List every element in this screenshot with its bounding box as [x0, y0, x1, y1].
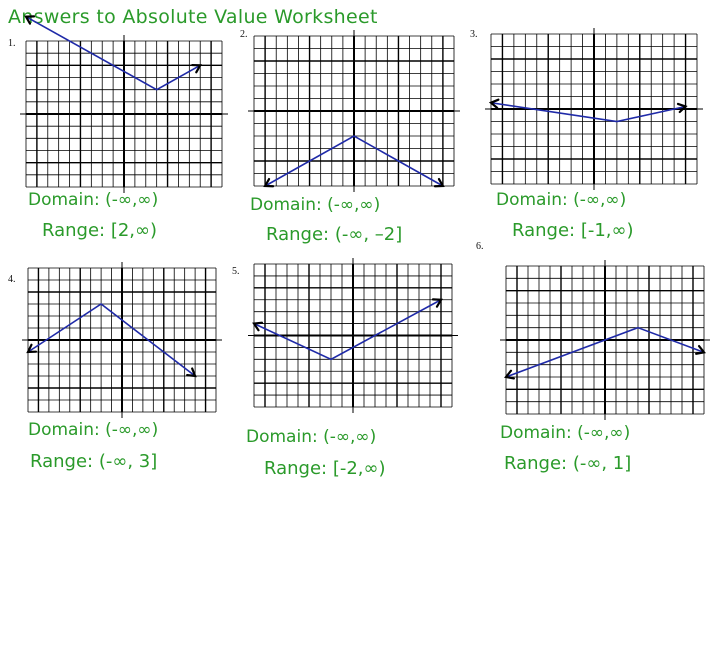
coordinate-grid: [248, 30, 460, 192]
problem-4-range: Range: (-∞, 3]: [30, 451, 158, 472]
problem-5-domain: Domain: (-∞,∞): [246, 427, 377, 447]
arrow-head-icon: [433, 177, 445, 188]
arrow-head-icon: [24, 15, 36, 25]
problem-5-graph: [248, 258, 458, 413]
problem-2-number: 2.: [240, 29, 248, 40]
problem-3-number: 3.: [470, 29, 478, 40]
arrow-head-icon: [252, 321, 264, 332]
arrow-head-icon: [186, 367, 197, 378]
absolute-value-graph: [264, 135, 444, 187]
arrow-head-icon: [191, 63, 203, 74]
absolute-value-graph: [27, 303, 196, 377]
absolute-value-graph: [25, 15, 201, 91]
coordinate-grid: [20, 15, 228, 193]
problem-3-graph: [485, 28, 703, 190]
problem-1-number: 1.: [8, 38, 16, 49]
problem-1-domain: Domain: (-∞,∞): [28, 190, 159, 210]
problem-2-graph: [248, 30, 460, 192]
arrow-head-icon: [695, 344, 706, 355]
problem-6-range: Range: (-∞, 1]: [504, 453, 632, 474]
coordinate-grid: [22, 262, 222, 418]
problem-3-domain: Domain: (-∞,∞): [496, 190, 627, 210]
absolute-value-graph: [253, 299, 442, 361]
problem-4-domain: Domain: (-∞,∞): [28, 420, 159, 440]
problem-1-range: Range: [2,∞): [42, 220, 158, 241]
worksheet-title: Answers to Absolute Value Worksheet: [8, 6, 378, 28]
problem-6-graph: [500, 260, 710, 420]
arrow-head-icon: [26, 343, 38, 354]
problem-1-graph: [20, 15, 228, 193]
problem-3-range: Range: [-1,∞): [512, 220, 634, 241]
absolute-value-graph: [490, 101, 686, 123]
problem-2-range: Range: (-∞, –2]: [266, 224, 403, 245]
coordinate-grid: [485, 28, 703, 190]
problem-2-domain: Domain: (-∞,∞): [250, 195, 381, 215]
arrow-head-icon: [488, 98, 500, 109]
arrow-head-icon: [263, 177, 275, 188]
problem-5-number: 5.: [232, 266, 240, 277]
coordinate-grid: [248, 258, 458, 413]
problem-6-domain: Domain: (-∞,∞): [500, 423, 631, 443]
absolute-value-graph: [505, 326, 705, 378]
arrow-head-icon: [431, 298, 443, 308]
problem-4-number: 4.: [8, 274, 16, 285]
problem-4-graph: [22, 262, 222, 418]
coordinate-grid: [500, 260, 710, 420]
arrow-head-icon: [504, 369, 515, 380]
problem-5-range: Range: [-2,∞): [264, 458, 386, 479]
arrow-head-icon: [676, 102, 688, 114]
problem-6-number: 6.: [476, 241, 484, 252]
